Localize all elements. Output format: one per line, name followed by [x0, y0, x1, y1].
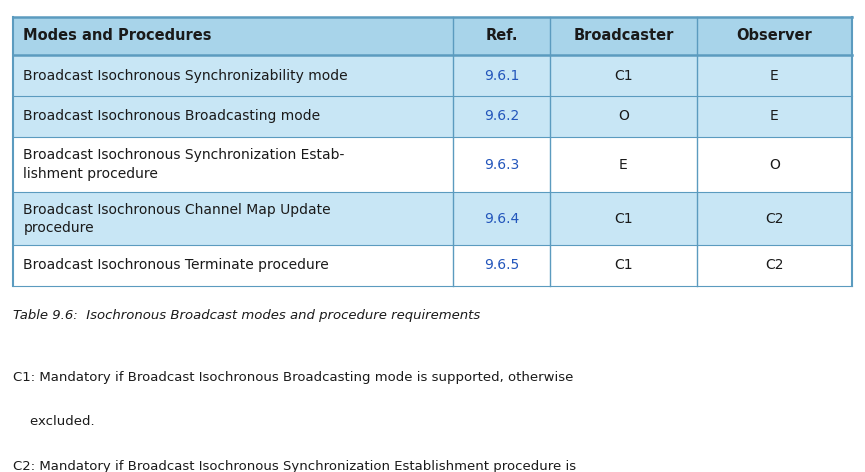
Text: E: E	[770, 69, 778, 83]
Text: C2: C2	[766, 212, 784, 226]
Text: 9.6.4: 9.6.4	[484, 212, 519, 226]
Text: C1: C1	[614, 69, 632, 83]
Bar	[13, 17, 852, 55]
Text: O: O	[618, 110, 629, 123]
Text: C2: C2	[766, 258, 784, 272]
Text: Table 9.6:  Isochronous Broadcast modes and procedure requirements: Table 9.6: Isochronous Broadcast modes a…	[13, 309, 480, 322]
Text: Broadcast Isochronous Channel Map Update
procedure: Broadcast Isochronous Channel Map Update…	[23, 202, 331, 235]
Text: Broadcast Isochronous Synchronizability mode: Broadcast Isochronous Synchronizability …	[23, 69, 348, 83]
Bar	[13, 96, 852, 137]
Text: C1: C1	[614, 258, 632, 272]
Text: Broadcast Isochronous Synchronization Estab-
lishment procedure: Broadcast Isochronous Synchronization Es…	[23, 148, 345, 181]
Text: excluded.: excluded.	[13, 415, 94, 429]
Text: O: O	[769, 158, 780, 172]
Text: Broadcast Isochronous Broadcasting mode: Broadcast Isochronous Broadcasting mode	[23, 110, 320, 123]
Text: E: E	[770, 110, 778, 123]
Text: Observer: Observer	[736, 28, 812, 43]
Text: C2: Mandatory if Broadcast Isochronous Synchronization Establishment procedure i: C2: Mandatory if Broadcast Isochronous S…	[13, 460, 576, 472]
Text: Modes and Procedures: Modes and Procedures	[23, 28, 212, 43]
Text: Ref.: Ref.	[485, 28, 518, 43]
Text: 9.6.2: 9.6.2	[484, 110, 519, 123]
Text: C1: C1	[614, 212, 632, 226]
Text: Broadcast Isochronous Terminate procedure: Broadcast Isochronous Terminate procedur…	[23, 258, 329, 272]
Text: 9.6.1: 9.6.1	[484, 69, 519, 83]
Text: C1: Mandatory if Broadcast Isochronous Broadcasting mode is supported, otherwise: C1: Mandatory if Broadcast Isochronous B…	[13, 371, 573, 384]
Text: 9.6.5: 9.6.5	[484, 258, 519, 272]
Text: 9.6.3: 9.6.3	[484, 158, 519, 172]
Bar	[13, 55, 852, 96]
Text: Broadcaster: Broadcaster	[573, 28, 674, 43]
Text: E: E	[619, 158, 628, 172]
Bar	[13, 245, 852, 286]
